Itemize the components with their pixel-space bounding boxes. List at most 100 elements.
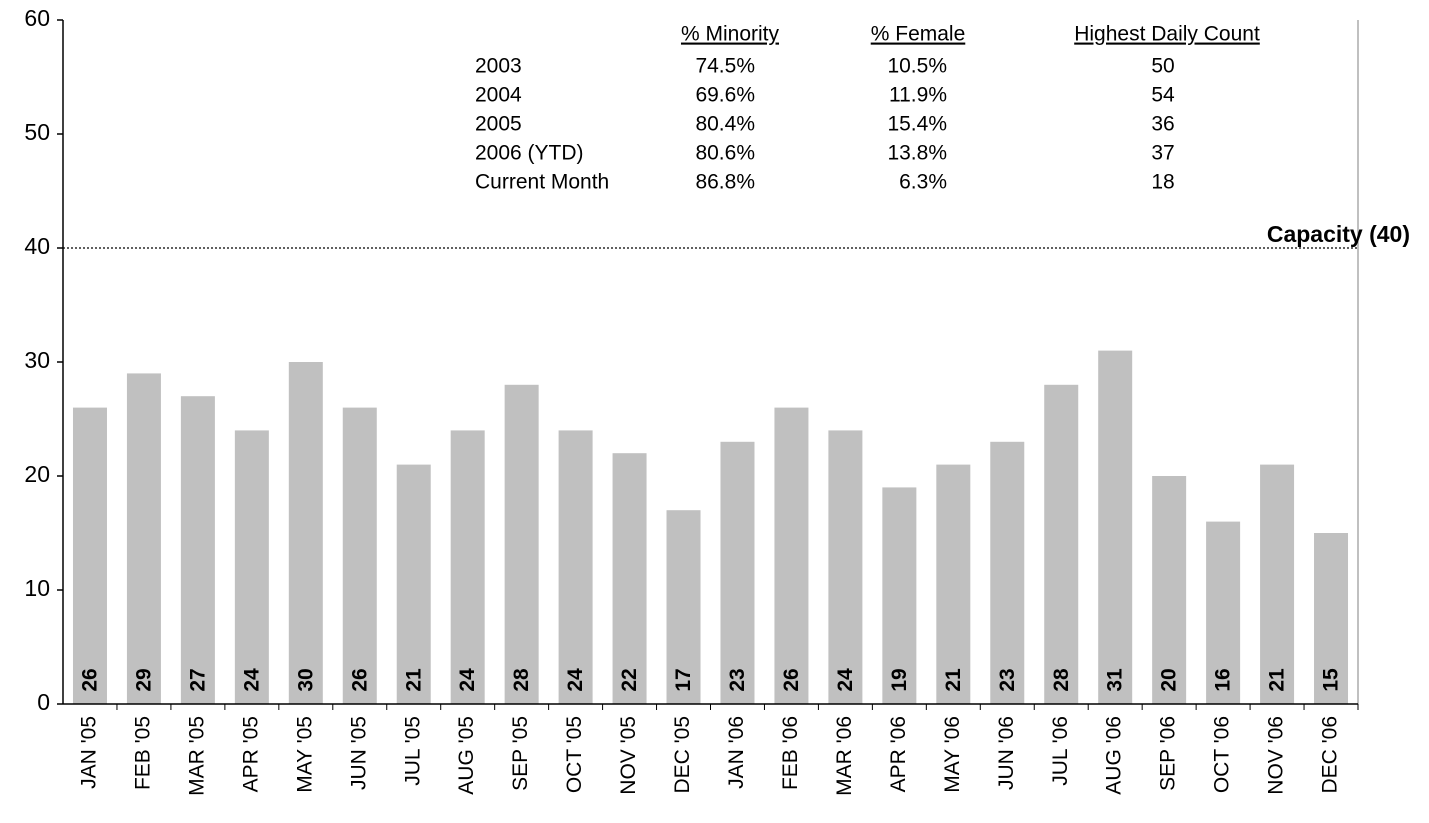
y-tick-label: 10 [24,575,50,601]
table-cell: 74.5% [695,55,755,78]
data-label: 24 [564,668,587,692]
data-label: 29 [132,668,155,691]
data-label: 15 [1320,668,1343,692]
data-label: 21 [402,668,425,692]
data-label: 24 [456,668,479,692]
x-tick-label: AUG '05 [455,716,478,795]
bar [720,441,755,704]
bar [612,453,647,704]
x-tick-label: OCT '05 [563,716,586,793]
bar [288,362,323,704]
data-label: 27 [186,668,209,691]
x-tick-label: SEP '06 [1157,716,1180,791]
bar [1206,521,1241,704]
table-header: % Female [871,23,966,46]
x-tick-label: JAN '06 [725,716,748,789]
table-header: % Minority [681,23,780,46]
data-label: 20 [1158,668,1181,691]
x-tick-label: OCT '06 [1211,716,1234,793]
table-cell: 6.3% [899,171,947,194]
bar [1260,464,1295,704]
table-cell: 86.8% [695,171,755,194]
table-row-label: 2003 [475,55,522,78]
bar [666,510,701,704]
x-tick-label: MAR '05 [185,716,208,796]
table-cell: 37 [1151,142,1174,165]
y-tick-label: 60 [24,5,50,31]
x-tick-label: DEC '05 [671,716,694,794]
x-tick-label: MAY '05 [293,716,316,793]
capacity-label: Capacity (40) [1267,221,1410,247]
x-tick-label: MAY '06 [941,716,964,793]
data-label: 24 [834,668,857,692]
data-label: 21 [1266,668,1289,692]
x-tick-label: NOV '05 [617,716,640,795]
bar [180,396,215,704]
bar [396,464,431,704]
x-tick-label: SEP '05 [509,716,532,791]
table-cell: 13.8% [887,142,947,165]
data-label: 26 [79,668,102,691]
data-label: 23 [996,668,1019,691]
bar [72,407,107,704]
x-tick-label: APR '05 [239,716,262,792]
bar [1044,384,1079,704]
x-tick-label: DEC '06 [1319,716,1342,794]
x-tick-label: JUL '05 [401,716,424,786]
bar [1314,533,1349,704]
data-label: 21 [942,668,965,692]
bar [504,384,539,704]
data-label: 24 [240,668,263,692]
bar [1098,350,1133,704]
x-tick-label: NOV '06 [1265,716,1288,795]
bar [342,407,377,704]
data-label: 19 [888,668,911,691]
y-tick-label: 50 [24,119,50,145]
table-cell: 11.9% [889,84,947,107]
data-label: 22 [618,668,641,691]
y-tick-label: 0 [37,689,50,715]
table-cell: 36 [1151,113,1174,136]
y-tick-label: 30 [24,347,50,373]
x-tick-label: AUG '06 [1103,716,1126,795]
table-cell: 80.4% [695,113,755,136]
y-tick-label: 20 [24,461,50,487]
bar [882,487,917,704]
table-cell: 54 [1151,84,1175,107]
data-label: 30 [294,668,317,691]
bar [936,464,971,704]
x-tick-label: JUL '06 [1049,716,1072,786]
data-label: 17 [672,668,695,691]
table-row-label: Current Month [475,171,609,194]
table-cell: 15.4% [887,113,947,136]
data-label: 26 [780,668,803,691]
y-tick-label: 40 [24,233,50,259]
bar [1152,476,1187,704]
table-cell: 18 [1151,171,1174,194]
bar [126,373,161,704]
x-tick-label: JUN '05 [347,716,370,790]
data-label: 26 [348,668,371,691]
table-cell: 10.5% [887,55,947,78]
data-label: 16 [1212,668,1235,691]
x-tick-label: JAN '05 [78,716,101,789]
table-cell: 50 [1151,55,1174,78]
bar [558,430,593,704]
bar [990,441,1025,704]
bar [774,407,809,704]
data-label: 28 [1050,668,1073,692]
x-tick-label: FEB '06 [779,716,802,790]
data-label: 28 [510,668,533,692]
bar [234,430,269,704]
table-row-label: 2005 [475,113,522,136]
bar [828,430,863,704]
data-label: 31 [1104,668,1127,692]
table-cell: 80.6% [695,142,755,165]
x-tick-label: MAR '06 [833,716,856,796]
x-tick-label: APR '06 [887,716,910,792]
table-cell: 69.6% [695,84,755,107]
table-header: Highest Daily Count [1074,23,1260,46]
x-tick-label: FEB '05 [131,716,154,790]
